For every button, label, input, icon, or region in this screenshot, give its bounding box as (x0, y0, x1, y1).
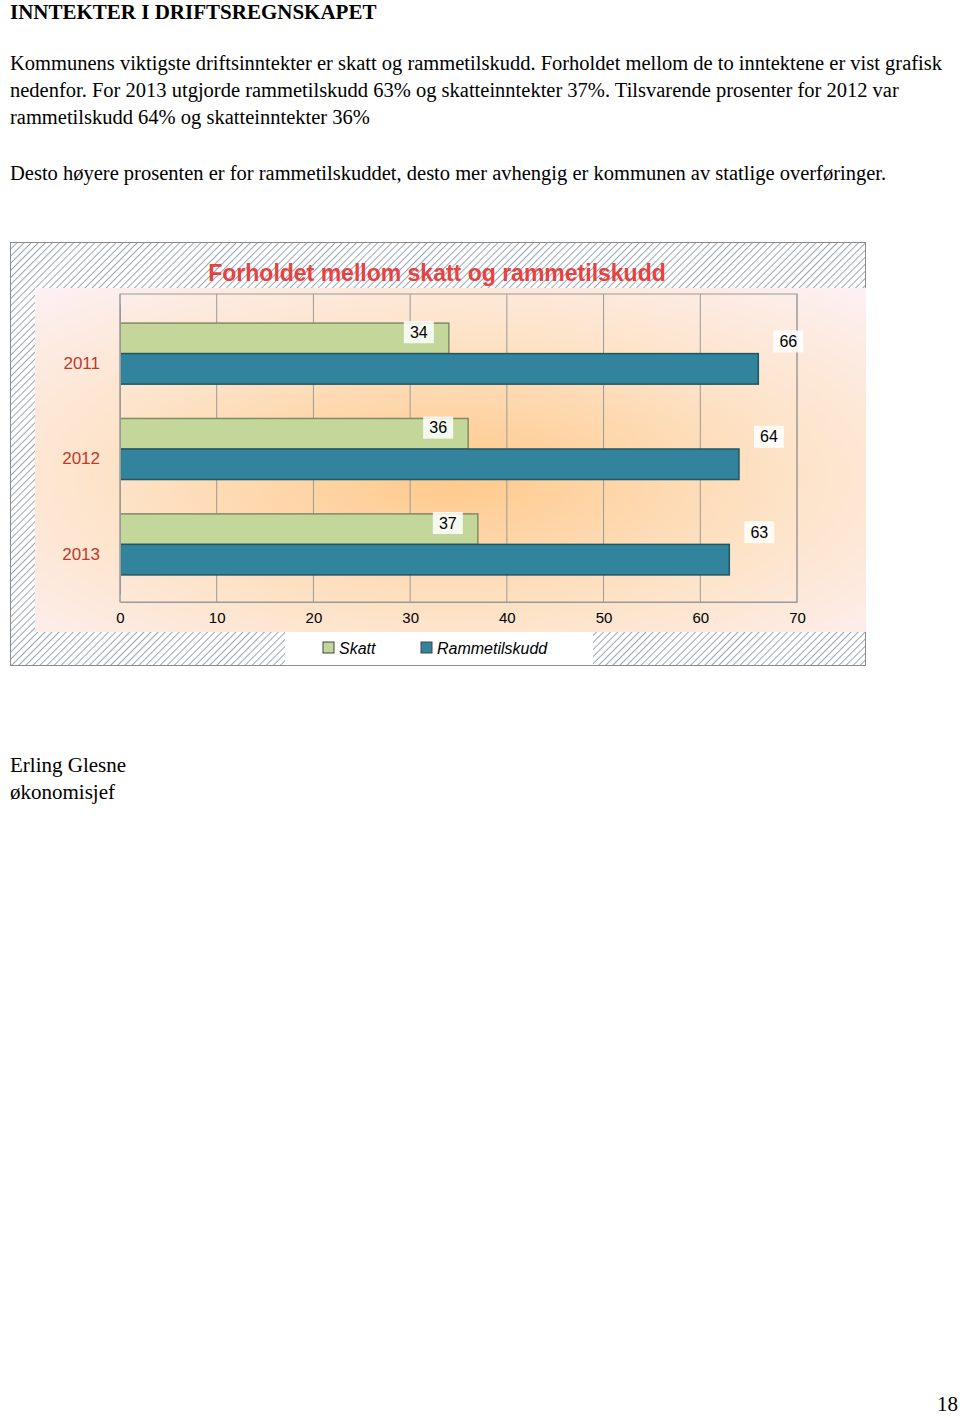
grid-line (120, 294, 121, 602)
legend-label: Rammetilskudd (437, 640, 548, 657)
x-tick-label: 40 (499, 609, 516, 626)
bar (120, 323, 449, 354)
chart-title: Forholdet mellom skatt og rammetilskudd (208, 260, 666, 286)
paragraph: Kommunens viktigste driftsinntekter er s… (10, 50, 955, 131)
x-tick: 0 (116, 602, 124, 626)
legend-swatch (323, 642, 334, 653)
x-tick: 70 (789, 602, 806, 626)
y-tick: 2012 (62, 449, 120, 468)
page-number: 18 (937, 1392, 958, 1417)
y-tick: 2013 (62, 544, 120, 563)
bar (120, 544, 729, 575)
data-label: 34 (410, 324, 428, 341)
chart: 34 36 37 66 64 63 0 10 20 30 40 50 60 70 2011 2012 2013 F… (10, 242, 866, 666)
heading: INNTEKTER I DRIFTSREGNSKAPET (10, 0, 376, 25)
x-tick-label: 70 (789, 609, 806, 626)
x-tick-label: 10 (209, 609, 226, 626)
legend-swatch (421, 642, 432, 653)
signature-line: Erling Glesne (10, 752, 126, 779)
x-tick: 30 (402, 602, 419, 626)
data-label: 66 (779, 333, 797, 350)
bar (120, 418, 468, 449)
data-label: 36 (429, 419, 447, 436)
data-label-box (423, 417, 453, 439)
data-label: 64 (760, 428, 778, 445)
legend: Skatt Rammetilskudd (285, 632, 593, 665)
y-axis-line (120, 305, 121, 595)
x-tick-label: 50 (596, 609, 613, 626)
data-label: 37 (439, 515, 457, 532)
y-tick-label: 2012 (62, 449, 100, 468)
x-tick-label: 60 (692, 609, 709, 626)
data-label-box (754, 426, 784, 448)
data-label-box (744, 521, 774, 543)
y-axis: 2011 2012 2013 (62, 305, 120, 595)
x-tick-label: 20 (306, 609, 323, 626)
chart-border (11, 243, 866, 666)
data-label-box (433, 512, 463, 534)
x-tick-label: 0 (116, 609, 124, 626)
chart-background (35, 288, 866, 632)
bars (120, 323, 758, 575)
bar (120, 449, 739, 480)
y-tick: 2011 (63, 354, 120, 373)
plot-area (120, 294, 797, 602)
data-label: 63 (750, 524, 768, 541)
data-labels: 34 36 37 66 64 63 (404, 321, 803, 543)
data-label-box (404, 321, 434, 343)
legend-label: Skatt (339, 640, 376, 657)
y-tick-label: 2013 (62, 545, 100, 564)
x-axis: 0 10 20 30 40 50 60 70 (116, 602, 806, 626)
x-tick-label: 30 (402, 609, 419, 626)
x-tick: 40 (499, 602, 516, 626)
x-tick: 20 (306, 602, 323, 626)
y-tick-label: 2011 (63, 354, 100, 373)
paragraph: Desto høyere prosenten er for rammetilsk… (10, 160, 955, 187)
bar (120, 514, 478, 545)
x-tick: 60 (692, 602, 709, 626)
signature-line: økonomisjef (10, 779, 115, 806)
x-tick: 10 (209, 602, 226, 626)
data-label-box (773, 330, 803, 352)
x-tick: 50 (596, 602, 613, 626)
bar (120, 354, 758, 385)
legend-box (285, 632, 593, 665)
x-axis-line (121, 602, 798, 603)
grid (120, 294, 797, 602)
